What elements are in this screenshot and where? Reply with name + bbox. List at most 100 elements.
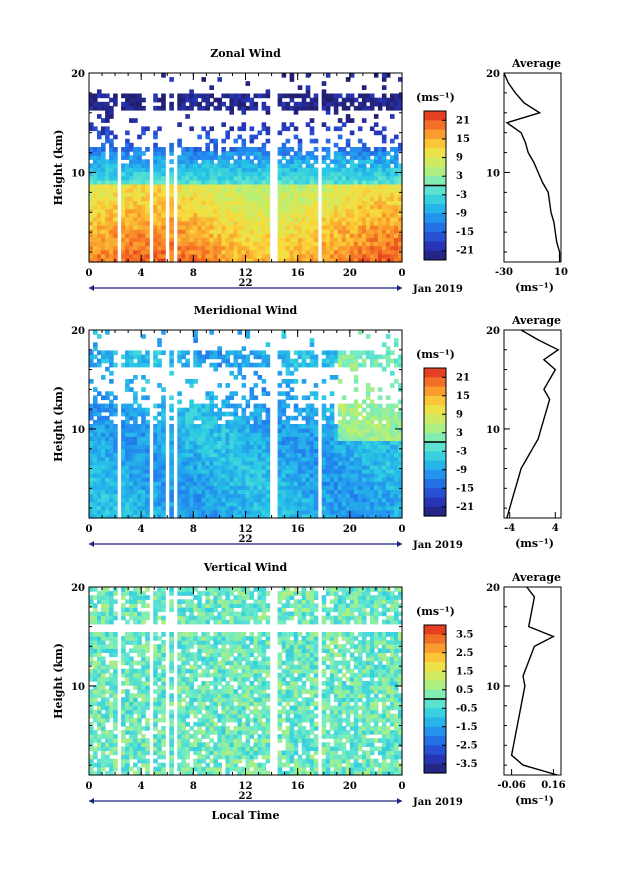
heatmap-cell bbox=[193, 362, 198, 368]
heatmap-cell bbox=[229, 395, 234, 401]
heatmap-cell bbox=[109, 192, 114, 197]
heatmap-cell bbox=[233, 179, 239, 185]
heatmap-cell bbox=[181, 212, 186, 218]
heatmap-cell bbox=[289, 456, 295, 462]
heatmap-cell bbox=[390, 485, 395, 490]
heatmap-cell bbox=[181, 147, 186, 152]
heatmap-cell bbox=[101, 424, 106, 429]
heatmap-cell bbox=[125, 253, 130, 259]
heatmap-cell bbox=[221, 229, 226, 234]
heatmap-cell bbox=[261, 464, 267, 470]
heatmap-cell bbox=[101, 436, 106, 441]
heatmap-cell bbox=[113, 212, 118, 218]
heatmap-cell bbox=[229, 469, 234, 474]
heatmap-cell bbox=[373, 183, 379, 189]
heatmap-cell bbox=[121, 362, 126, 368]
heatmap-cell bbox=[261, 245, 267, 251]
heatmap-cell bbox=[153, 237, 158, 242]
heatmap-cell bbox=[109, 456, 114, 462]
heatmap-cell bbox=[237, 444, 243, 450]
heatmap-cell bbox=[189, 101, 194, 107]
heatmap-cell bbox=[145, 204, 150, 210]
heatmap-cell bbox=[229, 428, 234, 433]
heatmap-cell bbox=[189, 192, 194, 197]
heatmap-cell bbox=[249, 469, 255, 474]
heatmap-cell bbox=[201, 509, 206, 515]
heatmap-cell bbox=[390, 403, 395, 409]
heatmap-cell bbox=[325, 419, 331, 425]
heatmap-cell bbox=[229, 167, 234, 173]
heatmap-cell bbox=[241, 167, 247, 173]
heatmap-cell bbox=[301, 485, 307, 490]
heatmap-cell bbox=[125, 501, 130, 507]
heatmap-cell bbox=[345, 233, 351, 238]
heatmap-cell bbox=[201, 155, 206, 160]
heatmap-cell bbox=[373, 155, 379, 160]
heatmap-cell bbox=[105, 513, 110, 519]
heatmap-cell bbox=[197, 163, 202, 169]
heatmap-cell bbox=[245, 440, 251, 445]
heatmap-cell bbox=[293, 188, 299, 193]
heatmap-cell bbox=[205, 229, 210, 234]
heatmap-cell bbox=[297, 147, 303, 152]
y-tick-label: 10 bbox=[71, 168, 85, 179]
heatmap-cell bbox=[297, 196, 303, 201]
heatmap-cell bbox=[213, 354, 218, 360]
heatmap-cell bbox=[89, 241, 94, 247]
heatmap-cell bbox=[169, 208, 174, 214]
heatmap-cell bbox=[321, 452, 327, 458]
heatmap-cell bbox=[337, 350, 343, 356]
heatmap-cell bbox=[129, 379, 134, 384]
heatmap-cell bbox=[261, 432, 267, 437]
heatmap-cell bbox=[209, 403, 214, 409]
heatmap-cell bbox=[145, 220, 150, 226]
heatmap-cell bbox=[141, 485, 146, 490]
heatmap-cell bbox=[394, 338, 399, 343]
heatmap-cell bbox=[301, 444, 307, 450]
heatmap-cell bbox=[97, 738, 102, 743]
heatmap-cell bbox=[221, 436, 226, 441]
heatmap-cell bbox=[333, 424, 339, 429]
heatmap-cell bbox=[309, 513, 315, 519]
heatmap-cell bbox=[341, 428, 347, 433]
heatmap-cell bbox=[369, 163, 375, 169]
heatmap-cell bbox=[109, 481, 114, 486]
heatmap-cell bbox=[137, 444, 142, 450]
heatmap-cell bbox=[145, 379, 150, 384]
heatmap-cell bbox=[201, 505, 206, 511]
heatmap-cell bbox=[217, 163, 222, 169]
heatmap-cell bbox=[361, 473, 367, 478]
heatmap-cell bbox=[157, 147, 162, 152]
heatmap-cell bbox=[305, 155, 311, 160]
heatmap-cell bbox=[305, 220, 311, 226]
heatmap-cell bbox=[97, 497, 102, 503]
heatmap-cell bbox=[161, 105, 166, 111]
heatmap-cell bbox=[129, 241, 134, 247]
heatmap-cell bbox=[213, 436, 218, 441]
heatmap-cell bbox=[217, 204, 222, 210]
heatmap-cell bbox=[109, 229, 114, 234]
heatmap-cell bbox=[349, 403, 355, 409]
heatmap-cell bbox=[89, 660, 94, 666]
heatmap-cell bbox=[369, 167, 375, 173]
heatmap-cell bbox=[341, 460, 347, 466]
heatmap-cell bbox=[361, 509, 367, 515]
heatmap-cell bbox=[125, 419, 130, 425]
heatmap-cell bbox=[289, 485, 295, 490]
colorbar-tick-label: -9 bbox=[456, 465, 467, 476]
heatmap-cell bbox=[105, 440, 110, 445]
heatmap-cell bbox=[157, 469, 162, 474]
heatmap-cell bbox=[261, 403, 267, 409]
heatmap-cell bbox=[357, 419, 363, 425]
heatmap-cell bbox=[133, 362, 138, 368]
heatmap-cell bbox=[345, 179, 351, 185]
heatmap-cell bbox=[253, 497, 259, 503]
heatmap-cell bbox=[305, 403, 311, 409]
heatmap-cell bbox=[293, 155, 299, 160]
heatmap-cell bbox=[398, 428, 403, 433]
heatmap-cell bbox=[201, 469, 206, 474]
heatmap-cell bbox=[309, 407, 315, 413]
heatmap-cell bbox=[237, 151, 243, 156]
heatmap-cell bbox=[177, 200, 182, 206]
heatmap-cell bbox=[101, 200, 106, 206]
